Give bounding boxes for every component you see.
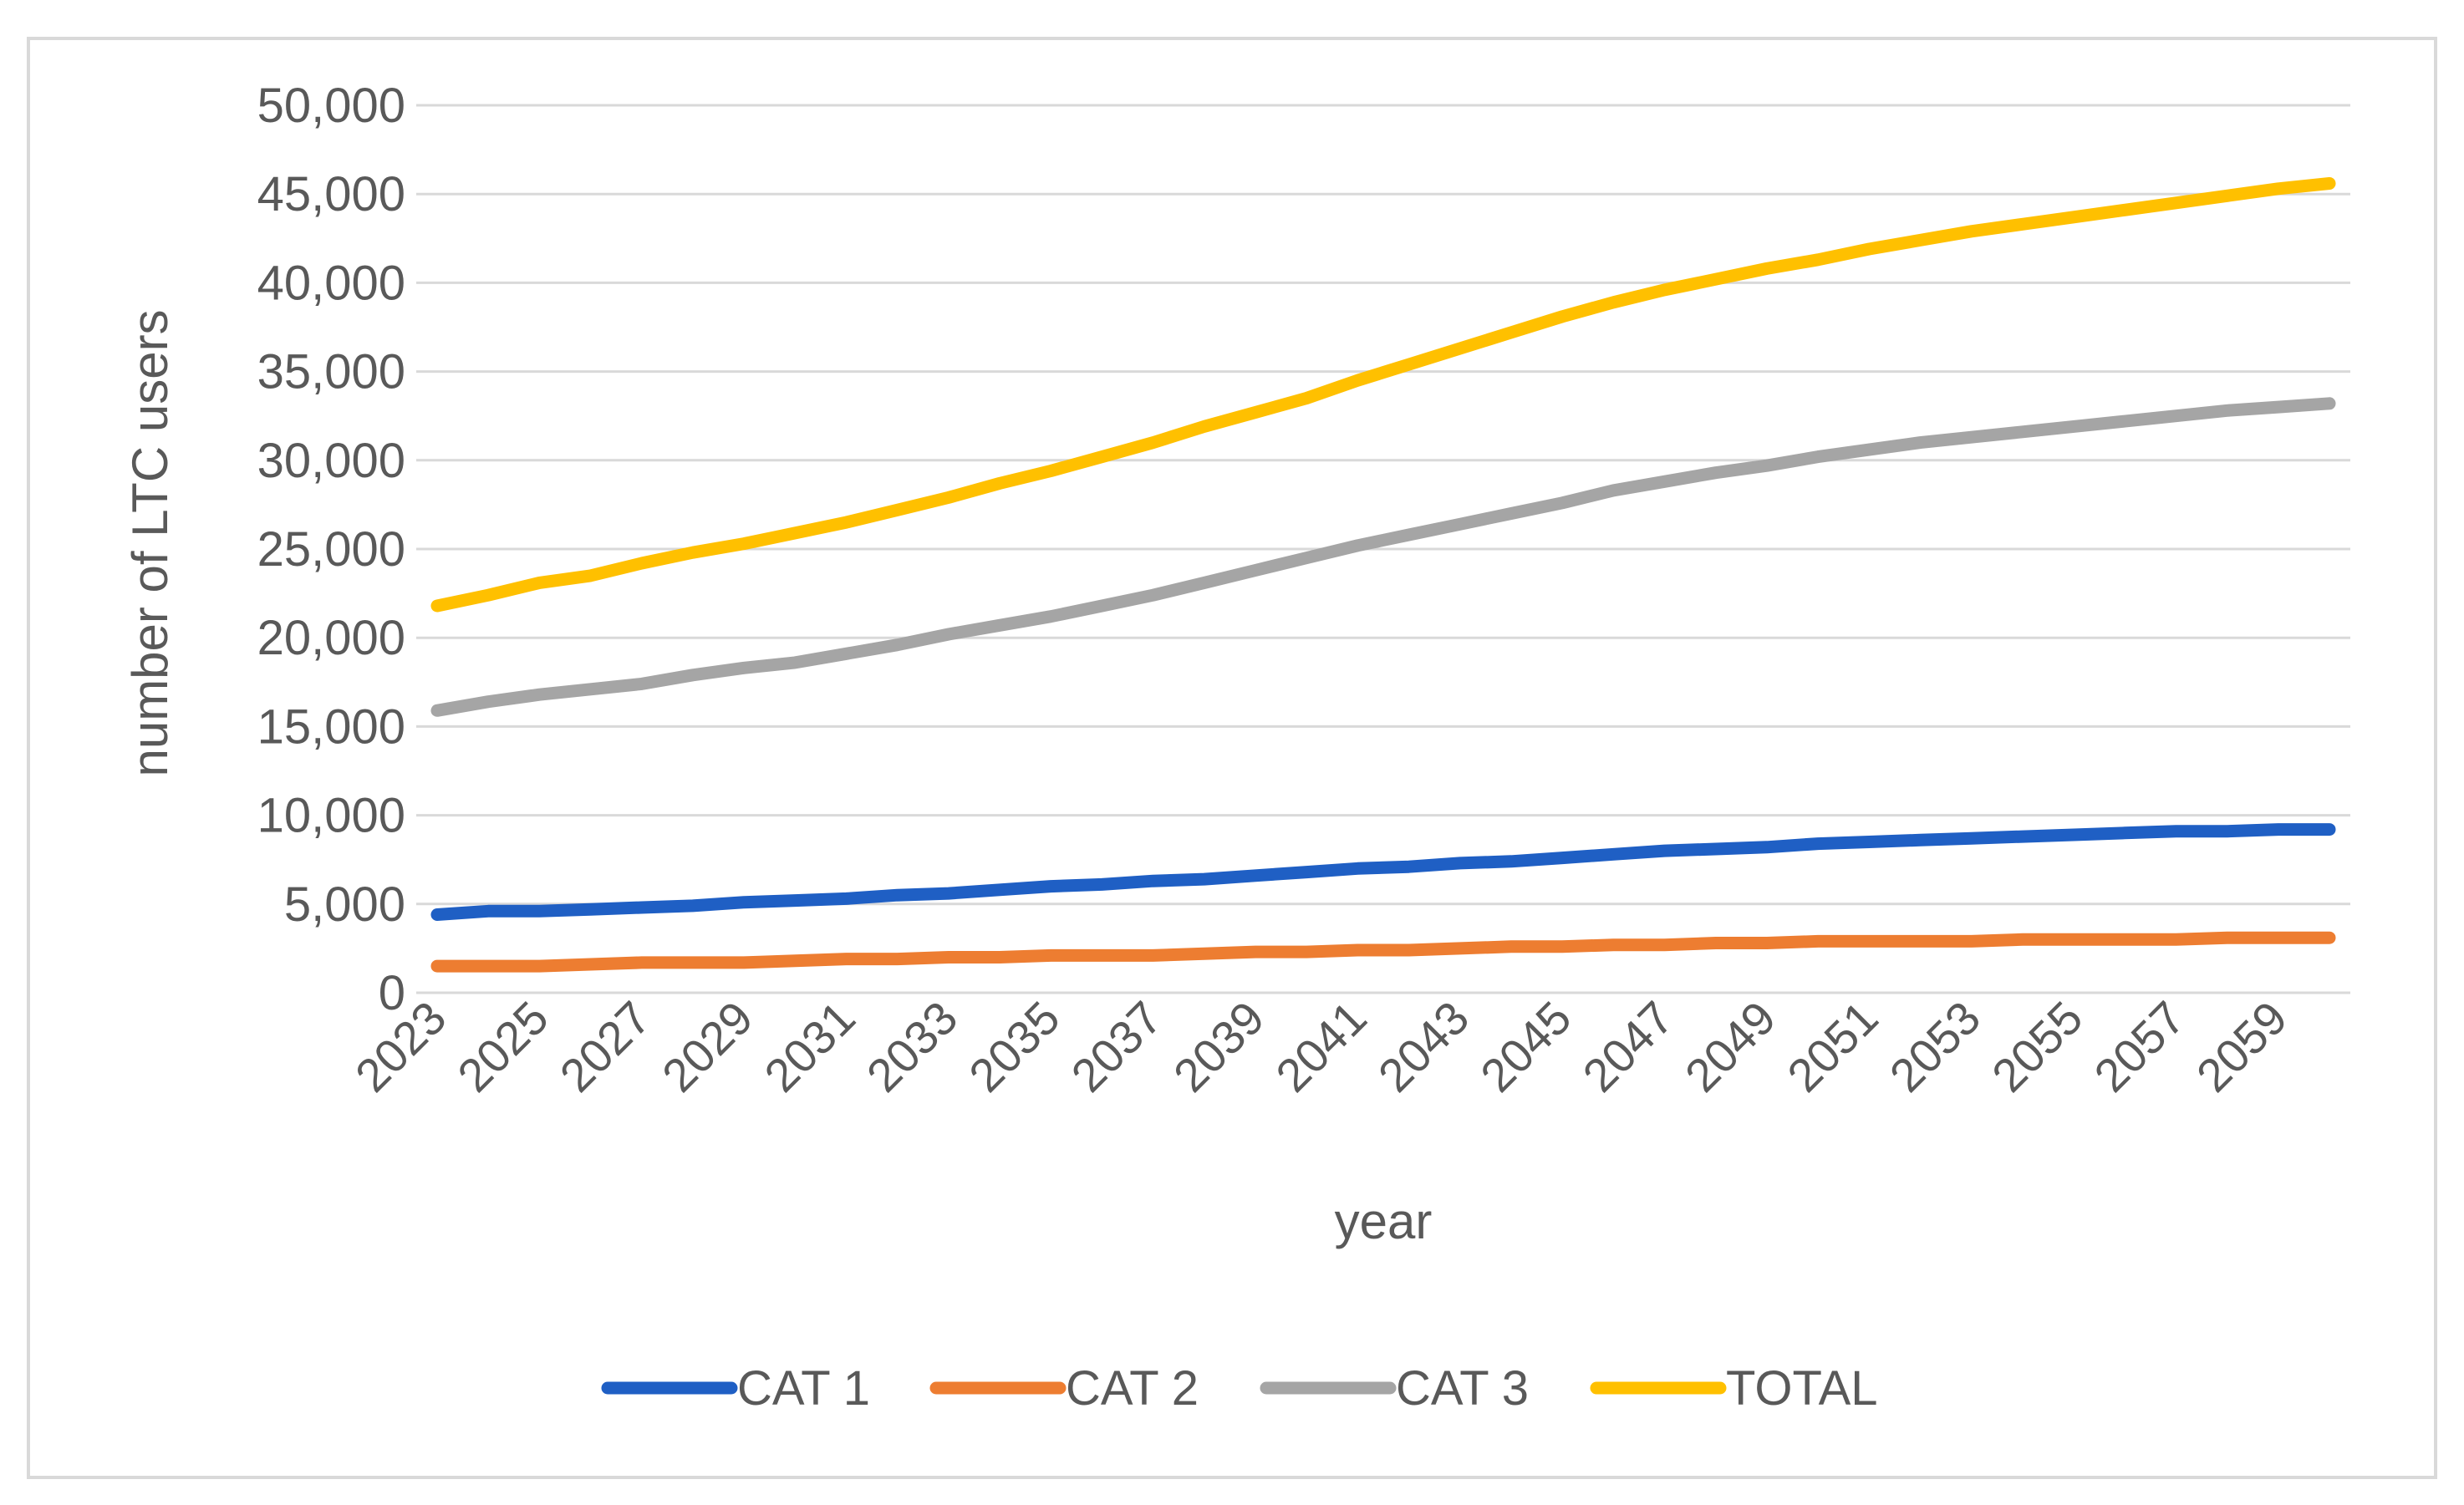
- x-tick-label: 2027: [550, 991, 661, 1102]
- x-tick-label: 2041: [1265, 991, 1377, 1102]
- series-line-cat-3: [430, 397, 2336, 717]
- y-tick-label: 20,000: [257, 611, 405, 665]
- x-tick-label: 2029: [652, 991, 763, 1102]
- x-tick-label: 2033: [857, 991, 968, 1102]
- series-line-cat-1: [430, 823, 2336, 921]
- y-axis-title: number of LTC users: [122, 309, 178, 776]
- x-tick-label: 2035: [959, 991, 1070, 1102]
- series-line-total: [430, 177, 2336, 613]
- y-tick-label: 40,000: [257, 256, 405, 310]
- y-tick-label: 50,000: [257, 79, 405, 133]
- y-tick-label: 35,000: [257, 345, 405, 399]
- x-tick-label: 2043: [1368, 991, 1479, 1102]
- y-tick-label: 25,000: [257, 522, 405, 577]
- legend-label-cat-2: CAT 2: [1066, 1361, 1199, 1416]
- x-axis-title: year: [1335, 1193, 1433, 1249]
- y-tick-label: 0: [379, 966, 405, 1020]
- y-tick-label: 15,000: [257, 699, 405, 754]
- x-tick-label: 2037: [1061, 991, 1172, 1102]
- legend-label-cat-1: CAT 1: [737, 1361, 870, 1416]
- y-tick-label: 45,000: [257, 167, 405, 221]
- legend: CAT 1 CAT 2 CAT 3 TOTAL: [601, 1361, 1878, 1416]
- chart-frame: [27, 37, 2437, 1479]
- x-tick-label: 2053: [1880, 991, 1991, 1102]
- x-tick-label: 2025: [447, 991, 558, 1102]
- x-axis-ticks: 2023202520272029203120332035203720392041…: [345, 991, 2297, 1102]
- x-tick-label: 2057: [2084, 991, 2195, 1102]
- x-tick-label: 2051: [1777, 991, 1888, 1102]
- x-tick-label: 2055: [1982, 991, 2093, 1102]
- x-tick-label: 2049: [1675, 991, 1786, 1102]
- legend-label-cat-3: CAT 3: [1396, 1361, 1529, 1416]
- y-tick-label: 10,000: [257, 789, 405, 843]
- series-lines: [430, 177, 2336, 973]
- x-tick-label: 2045: [1470, 991, 1581, 1102]
- x-tick-label: 2039: [1163, 991, 1275, 1102]
- x-tick-label: 2047: [1572, 991, 1683, 1102]
- legend-label-total: TOTAL: [1726, 1361, 1878, 1416]
- series-line-cat-2: [430, 931, 2336, 973]
- y-axis-ticks: 0 5,000 10,000 15,000 20,000 25,000 30,000 35,0…: [257, 79, 405, 1020]
- x-tick-label: 2059: [2187, 991, 2298, 1102]
- y-tick-label: 5,000: [284, 877, 405, 932]
- y-tick-label: 30,000: [257, 434, 405, 488]
- x-tick-label: 2031: [754, 991, 865, 1102]
